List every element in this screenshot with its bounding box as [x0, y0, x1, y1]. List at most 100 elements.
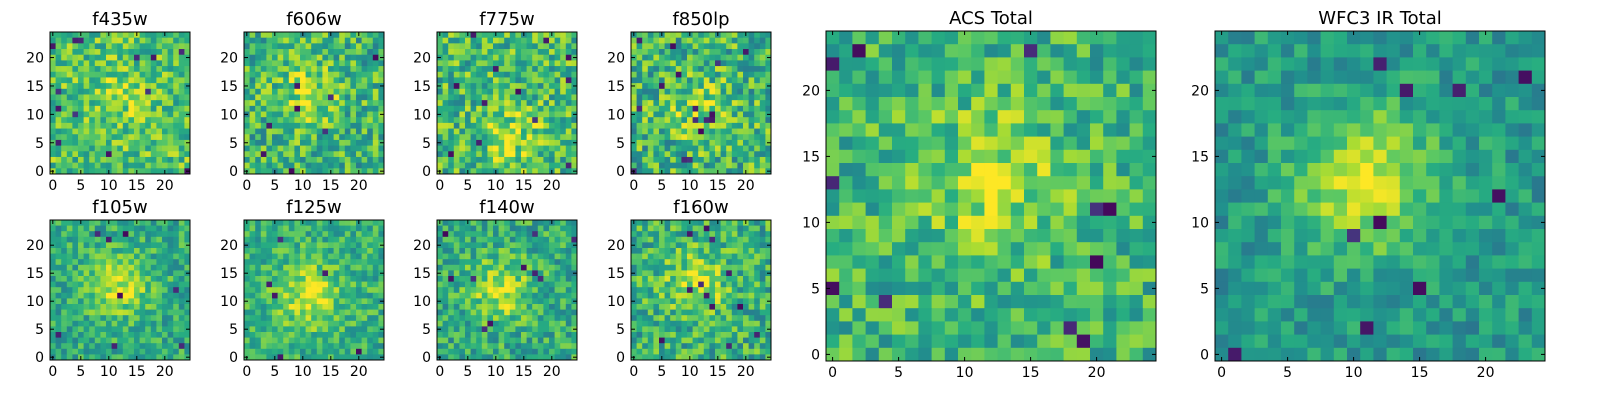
- heatmap-cell: [300, 60, 307, 67]
- heatmap-cell: [249, 37, 256, 44]
- heatmap-cell: [277, 122, 284, 130]
- heatmap-cell: [361, 162, 368, 169]
- heatmap-cell: [328, 60, 335, 67]
- heatmap-cell: [61, 94, 68, 101]
- heatmap-cell: [448, 111, 455, 118]
- heatmap-cell: [328, 134, 335, 141]
- heatmap-cell: [249, 309, 256, 316]
- heatmap-cell: [128, 94, 135, 101]
- heatmap-cell: [328, 309, 335, 316]
- heatmap-cell: [715, 117, 722, 124]
- heatmap-cell: [659, 54, 666, 61]
- heatmap-cell: [448, 236, 455, 243]
- heatmap-cell: [361, 236, 368, 243]
- heatmap-cell: [543, 156, 550, 164]
- heatmap-cell: [356, 37, 363, 44]
- heatmap-cell: [316, 326, 323, 333]
- heatmap-cell: [100, 292, 107, 299]
- heatmap-cell: [145, 83, 152, 90]
- heatmap-cell: [521, 54, 528, 61]
- heatmap-cell: [283, 304, 290, 311]
- heatmap-cell: [178, 105, 185, 113]
- heatmap-cell: [437, 225, 444, 232]
- heatmap-cell: [532, 264, 539, 271]
- heatmap-cell: [554, 122, 561, 130]
- heatmap-cell: [361, 54, 368, 61]
- heatmap-cell: [453, 270, 460, 277]
- heatmap-cell: [560, 220, 567, 227]
- heatmap-cell: [249, 156, 256, 164]
- heatmap-cell: [184, 100, 191, 107]
- heatmap-cell: [532, 162, 539, 169]
- heatmap-cell: [442, 37, 449, 44]
- heatmap-cell: [249, 151, 256, 158]
- heatmap-cell: [139, 139, 146, 147]
- heatmap-cell: [288, 49, 295, 56]
- heatmap-cell: [521, 248, 528, 255]
- heatmap-cell: [305, 264, 312, 271]
- heatmap-cell: [66, 94, 73, 101]
- heatmap-cell: [675, 54, 682, 61]
- heatmap-cell: [532, 94, 539, 101]
- heatmap-cell: [61, 253, 68, 260]
- heatmap-cell: [178, 139, 185, 147]
- heatmap-cell: [316, 309, 323, 316]
- heatmap-cell: [150, 259, 157, 266]
- heatmap-cell: [50, 276, 57, 283]
- heatmap-cell: [470, 343, 477, 350]
- heatmap-cell: [339, 354, 346, 361]
- heatmap-cell: [498, 151, 505, 158]
- heatmap-cell: [111, 304, 118, 311]
- heatmap-cell: [300, 287, 307, 294]
- heatmap-cell: [106, 83, 113, 90]
- heatmap-cell: [294, 88, 301, 95]
- heatmap-cell: [698, 111, 705, 118]
- heatmap-cell: [139, 162, 146, 169]
- heatmap-cell: [283, 287, 290, 294]
- heatmap-cell: [675, 100, 682, 107]
- heatmap-cell: [765, 292, 772, 299]
- heatmap-cell: [184, 162, 191, 169]
- heatmap-cell: [754, 54, 761, 61]
- heatmap-cell: [117, 292, 124, 299]
- heatmap-cell: [664, 236, 671, 243]
- heatmap-cell: [448, 77, 455, 84]
- heatmap-cell: [283, 337, 290, 344]
- heatmap-cell: [631, 162, 638, 169]
- heatmap-cell: [300, 71, 307, 78]
- heatmap-cell: [515, 122, 522, 130]
- heatmap-cell: [356, 43, 363, 50]
- heatmap-cell: [664, 43, 671, 50]
- heatmap-cell: [134, 145, 141, 152]
- heatmap-cell: [653, 128, 660, 135]
- heatmap-cell: [344, 220, 351, 227]
- heatmap-cell: [554, 236, 561, 243]
- heatmap-cell: [521, 253, 528, 260]
- heatmap-cell: [277, 37, 284, 44]
- heatmap-cell: [554, 287, 561, 294]
- heatmap-cell: [737, 236, 744, 243]
- heatmap-cell: [509, 253, 516, 260]
- heatmap-cell: [50, 264, 57, 271]
- heatmap-cell: [754, 117, 761, 124]
- heatmap-cell: [61, 151, 68, 158]
- heatmap-cell: [754, 94, 761, 101]
- heatmap-cell: [731, 49, 738, 56]
- heatmap-cell: [111, 354, 118, 361]
- heatmap-cell: [162, 281, 169, 288]
- heatmap-cell: [642, 32, 649, 39]
- heatmap-cell: [636, 43, 643, 50]
- heatmap-cell: [498, 162, 505, 169]
- heatmap-cell: [515, 128, 522, 135]
- heatmap-cell: [305, 122, 312, 130]
- heatmap-cell: [367, 276, 374, 283]
- heatmap-cell: [184, 304, 191, 311]
- heatmap-cell: [89, 100, 96, 107]
- heatmap-cell: [720, 32, 727, 39]
- heatmap-cell: [255, 248, 262, 255]
- heatmap-cell: [128, 145, 135, 152]
- heatmap-cell: [328, 77, 335, 84]
- heatmap-cell: [94, 100, 101, 107]
- heatmap-cell: [715, 253, 722, 260]
- heatmap-cell: [156, 32, 163, 39]
